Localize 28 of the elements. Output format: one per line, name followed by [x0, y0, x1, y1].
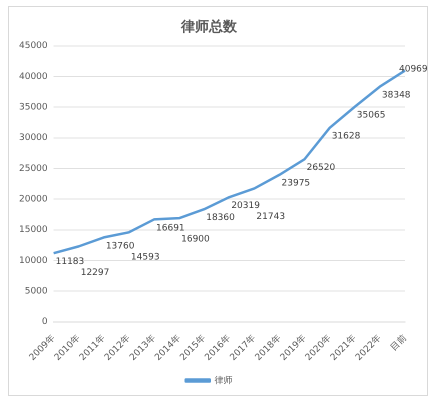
data-label: 21743 — [256, 212, 286, 222]
data-label: 20319 — [231, 201, 260, 212]
data-label: 16691 — [156, 223, 185, 234]
data-label: 14593 — [130, 252, 160, 262]
data-label: 26520 — [306, 162, 336, 173]
data-label: 18360 — [206, 213, 236, 224]
y-tick-label: 15000 — [18, 225, 48, 236]
y-tick-label: 5000 — [24, 286, 48, 296]
chart-title: 律师总数 — [180, 19, 238, 36]
data-label: 23975 — [282, 178, 310, 189]
x-tick-label: 目前 — [388, 332, 409, 354]
legend-label: 律师 — [214, 374, 232, 386]
data-label: 38348 — [382, 90, 411, 100]
data-label: 35065 — [356, 110, 386, 121]
data-label: 40969 — [399, 64, 428, 74]
y-tick-label: 45000 — [18, 41, 48, 52]
y-tick-label: 0 — [42, 317, 48, 328]
y-tick-label: 20000 — [18, 194, 48, 204]
data-label: 13760 — [106, 241, 135, 252]
data-label: 31628 — [332, 132, 361, 142]
data-label: 12297 — [80, 268, 110, 278]
y-tick-label: 10000 — [18, 256, 48, 266]
y-tick-label: 35000 — [18, 102, 48, 112]
y-tick-label: 25000 — [18, 164, 48, 174]
data-label: 16900 — [181, 234, 210, 244]
y-tick-label: 30000 — [18, 133, 48, 144]
data-label: 11183 — [56, 257, 84, 268]
y-tick-label: 40000 — [18, 72, 48, 82]
